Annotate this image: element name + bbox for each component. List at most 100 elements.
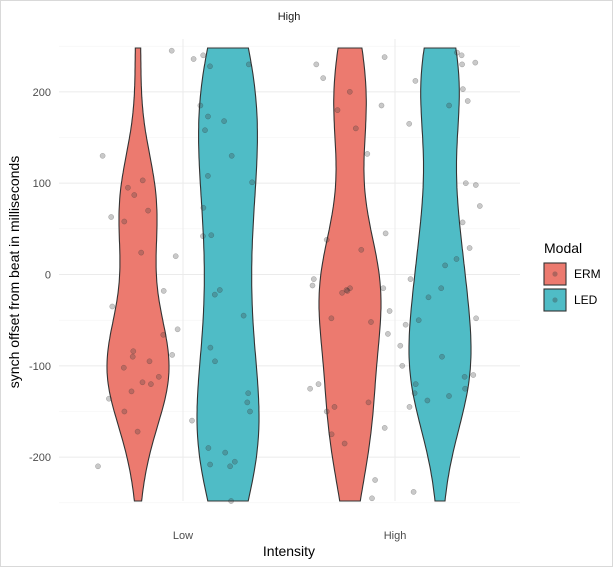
data-point (228, 498, 234, 504)
legend-key-point (552, 297, 558, 303)
data-point (378, 102, 385, 109)
data-point (139, 379, 146, 386)
data-point (397, 342, 404, 349)
data-point (411, 390, 418, 397)
data-point (244, 399, 251, 406)
data-point (381, 54, 388, 60)
data-point (323, 236, 330, 243)
data-point (95, 463, 101, 470)
data-point (365, 399, 372, 406)
data-point (307, 385, 313, 392)
data-point (446, 102, 452, 109)
data-point (120, 364, 127, 371)
data-point (425, 294, 432, 301)
data-point (328, 431, 335, 438)
data-point (424, 397, 431, 404)
data-point (139, 177, 146, 184)
data-point (364, 151, 371, 157)
data-point (385, 331, 391, 337)
violin-erm-low (106, 47, 170, 502)
legend-key-erm (543, 262, 567, 286)
y-tick-labels: -200 -100 0 100 200 (29, 87, 51, 464)
data-point (358, 246, 365, 253)
data-point (129, 353, 136, 360)
y-tick-label: 100 (33, 178, 51, 190)
data-point (415, 317, 422, 324)
data-point (380, 285, 387, 292)
data-point (134, 428, 141, 435)
data-point (472, 59, 479, 66)
y-tick-label: -100 (29, 361, 51, 373)
violin-led-high (408, 47, 472, 502)
data-point (207, 461, 213, 468)
data-point (439, 353, 445, 360)
data-point (247, 408, 253, 415)
data-point (407, 276, 414, 282)
data-point (464, 98, 471, 104)
facet-title: High (278, 11, 301, 23)
x-tick-labels: Low High (173, 530, 406, 542)
data-point (368, 319, 374, 325)
data-point (313, 61, 320, 68)
data-point (323, 408, 330, 415)
data-point (412, 78, 419, 84)
data-point (442, 262, 448, 269)
data-point (245, 61, 252, 68)
data-point (197, 102, 204, 109)
legend-title: Modal (544, 240, 582, 256)
data-point (245, 390, 252, 397)
y-tick-label: 0 (45, 270, 51, 282)
violin-led-low (196, 47, 260, 502)
data-point (458, 52, 465, 59)
data-point (221, 118, 227, 124)
data-point (459, 61, 465, 68)
data-point (189, 417, 195, 424)
data-point (205, 113, 211, 120)
data-point (172, 253, 179, 260)
data-point (459, 219, 466, 226)
data-point (352, 125, 359, 132)
data-point (145, 207, 151, 214)
data-point (160, 331, 167, 338)
x-tick-label: High (384, 530, 407, 542)
data-point (369, 495, 375, 502)
data-point (130, 348, 137, 355)
data-point (169, 352, 176, 358)
y-tick-label: -200 (29, 452, 51, 464)
data-point (106, 395, 112, 402)
data-point (331, 404, 338, 410)
data-point (381, 425, 388, 431)
data-point (174, 326, 181, 333)
data-point (339, 289, 345, 296)
data-point (212, 358, 218, 365)
data-point (138, 249, 145, 256)
data-point (386, 308, 393, 314)
data-point (148, 381, 154, 387)
data-point (328, 315, 335, 322)
y-tick-label: 200 (33, 87, 51, 99)
data-point (320, 75, 327, 81)
data-point (461, 373, 468, 380)
data-point (310, 276, 317, 282)
data-point (121, 408, 128, 415)
data-point (460, 86, 466, 92)
data-point (200, 233, 206, 239)
data-point (207, 344, 214, 351)
jitter-points-layer (95, 47, 483, 504)
data-point (399, 362, 406, 369)
data-point (200, 204, 207, 211)
data-point (454, 49, 460, 56)
data-point (211, 291, 218, 298)
data-point (446, 393, 452, 399)
legend-key-point (552, 271, 558, 277)
data-point (125, 184, 131, 191)
legend: Modal ERM LED (543, 240, 601, 312)
data-point (99, 152, 106, 159)
data-point (216, 287, 223, 293)
data-point (309, 282, 316, 289)
data-point (344, 288, 351, 294)
data-point (240, 312, 247, 319)
data-point (108, 214, 115, 220)
data-point (406, 120, 413, 127)
